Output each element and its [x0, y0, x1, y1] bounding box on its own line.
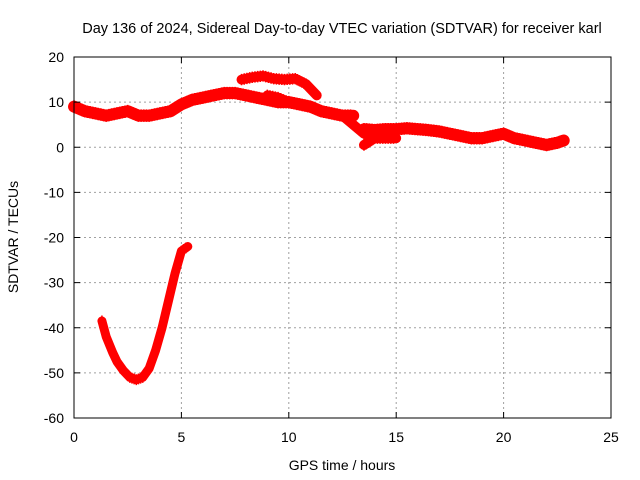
x-tick-label: 20: [496, 429, 512, 445]
data-point: [558, 134, 565, 141]
x-tick-label: 0: [70, 429, 78, 445]
data-point: [171, 273, 178, 280]
data-point: [156, 335, 163, 342]
data-point: [390, 132, 397, 139]
y-tick-label: 10: [48, 94, 64, 110]
x-tick-label: 15: [388, 429, 404, 445]
series-track-deep-dip: [97, 242, 193, 386]
data-point: [311, 93, 318, 100]
data-point: [152, 349, 159, 356]
data-point: [176, 256, 183, 263]
data-point: [158, 330, 165, 337]
y-tick-label: 20: [48, 49, 64, 65]
data-point: [155, 341, 162, 348]
y-tick-label: -40: [44, 320, 64, 336]
series-track-upper-high: [236, 70, 322, 101]
data-point: [157, 332, 164, 339]
data-point: [153, 346, 160, 353]
x-tick-label: 10: [281, 429, 297, 445]
y-tick-label: -50: [44, 365, 64, 381]
data-point: [347, 109, 354, 116]
x-tick-label: 5: [178, 429, 186, 445]
y-tick-label: -30: [44, 275, 64, 291]
data-point: [311, 87, 318, 94]
series-track-late: [358, 122, 570, 152]
y-tick-label: -20: [44, 230, 64, 246]
data-point: [390, 137, 397, 144]
y-tick-label: -10: [44, 184, 64, 200]
y-axis-label: SDTVAR / TECUs: [5, 181, 21, 293]
y-tick-label: -60: [44, 410, 64, 426]
y-tick-label: 0: [56, 139, 64, 155]
x-axis-label: GPS time / hours: [289, 457, 396, 473]
data-point: [182, 247, 189, 254]
axis-ticks: 0 5 10 15 20 25 -60 -50 -40 -30 -20 -10 0 10 20: [44, 49, 619, 445]
data-point: [154, 344, 161, 351]
data-point: [175, 261, 182, 268]
series-band: [358, 122, 570, 151]
x-tick-label: 25: [603, 429, 619, 445]
data-point: [175, 258, 182, 265]
chart-title: Day 136 of 2024, Sidereal Day-to-day VTE…: [82, 21, 602, 37]
data-point: [155, 338, 162, 345]
data-point: [173, 267, 180, 274]
series-track-late-low: [359, 132, 402, 151]
plot-data: [68, 70, 570, 386]
data-point: [172, 270, 179, 277]
grid: [74, 57, 611, 418]
data-point: [174, 264, 181, 271]
data-point: [558, 141, 565, 148]
data-point: [177, 253, 184, 260]
